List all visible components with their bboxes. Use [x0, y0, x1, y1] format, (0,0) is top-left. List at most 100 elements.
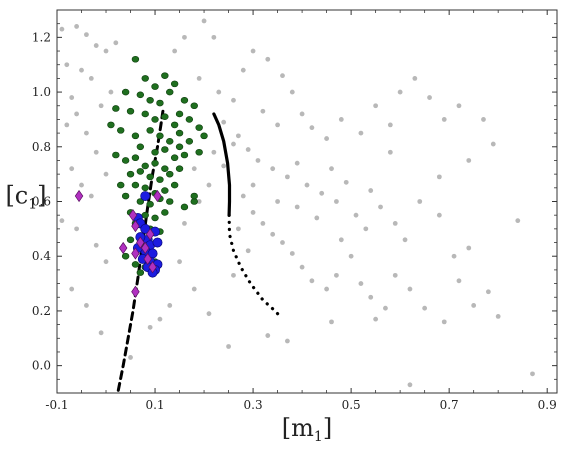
x-axis: -0.1 0.1 0.3 0.5 0.7 0.9	[45, 10, 557, 412]
green-point	[141, 110, 149, 118]
green-point	[161, 72, 169, 79]
y-tick-label: 1.0	[32, 85, 51, 99]
green-point	[166, 198, 174, 205]
green-point	[151, 159, 159, 167]
gray-point	[402, 237, 408, 243]
y-tick-label: 1.2	[32, 30, 51, 44]
gray-point	[275, 122, 280, 128]
gray-point	[216, 89, 222, 95]
y-tick-label: 0.8	[32, 140, 51, 154]
gray-point	[93, 149, 99, 155]
green-point	[175, 129, 184, 137]
gray-point	[108, 89, 114, 95]
gray-point	[299, 111, 305, 117]
green-point	[146, 200, 154, 208]
gray-point	[250, 182, 256, 188]
gray-point	[407, 286, 413, 292]
y-tick-label: 0.6	[32, 195, 51, 209]
green-point	[131, 181, 140, 189]
gray-point	[530, 371, 535, 377]
green-point	[126, 107, 135, 115]
gray-point	[88, 193, 94, 199]
gray-point	[147, 324, 153, 330]
green-point	[146, 96, 154, 104]
gray-point	[348, 253, 354, 259]
green-point	[141, 184, 149, 192]
gray-point	[471, 303, 477, 308]
green-point	[117, 181, 125, 189]
green-point	[126, 170, 135, 178]
green-point	[131, 261, 140, 268]
gray-point	[191, 166, 197, 172]
gray-point	[299, 264, 305, 270]
x-tick-label: 0.7	[440, 398, 459, 412]
y-axis: 0.0 0.2 0.4 0.6 0.8 1.0 1.2	[32, 23, 557, 394]
green-point	[146, 127, 154, 134]
gray-point	[240, 193, 246, 199]
gray-point	[113, 40, 119, 46]
gray-point	[338, 237, 344, 243]
green-point	[175, 165, 184, 172]
magenta-diamond-point	[141, 241, 150, 255]
gray-point	[103, 171, 109, 177]
gray-point	[93, 242, 99, 248]
green-point	[112, 105, 120, 112]
green-point	[136, 91, 145, 99]
gray-point	[319, 190, 325, 196]
gray-point	[343, 179, 349, 185]
green-point	[190, 198, 198, 205]
gray-point	[280, 240, 285, 245]
gray-point	[515, 218, 521, 224]
green-point	[117, 127, 125, 134]
gray-point	[427, 95, 432, 100]
gray-point	[441, 117, 447, 122]
gray-point	[387, 122, 393, 128]
x-tick-label: 0.5	[342, 398, 361, 412]
green-point	[170, 121, 179, 129]
gray-point	[387, 149, 393, 155]
green-point	[195, 148, 203, 156]
gray-point	[177, 259, 182, 265]
gray-point	[309, 278, 315, 284]
green-point	[166, 138, 174, 145]
gray-point	[265, 333, 271, 338]
gray-point	[275, 199, 280, 204]
gray-point	[74, 226, 80, 232]
gray-point	[368, 294, 374, 300]
green-point	[175, 110, 184, 118]
green-point	[180, 96, 189, 104]
gray-point	[412, 75, 418, 81]
gray-point	[235, 226, 241, 232]
gray-point	[289, 251, 295, 256]
gray-point	[201, 18, 207, 24]
gray-point	[436, 212, 442, 218]
magenta-diamond-point	[118, 241, 128, 255]
green-point	[131, 154, 140, 162]
x-tick-label: 0.1	[145, 398, 164, 412]
green-point	[126, 236, 135, 244]
gray-point	[338, 117, 344, 122]
gray-point	[466, 245, 472, 251]
green-point	[161, 209, 169, 216]
gray-point	[196, 199, 202, 204]
gray-point	[358, 130, 364, 136]
gray-point	[59, 26, 65, 32]
gray-point	[211, 34, 217, 40]
gray-point	[466, 158, 472, 163]
gray-point	[294, 204, 300, 210]
green-point	[136, 143, 145, 151]
green-point	[200, 132, 208, 140]
gray-point	[64, 62, 70, 68]
x-tick-label: -0.1	[45, 398, 68, 412]
gray-point	[245, 248, 251, 254]
green-point	[151, 83, 159, 90]
blue-point	[140, 191, 151, 201]
y-tick-label: 0.0	[32, 359, 51, 373]
gray-point	[59, 218, 65, 224]
gray-point	[231, 141, 236, 147]
gray-point	[378, 204, 383, 210]
gray-point	[98, 330, 104, 336]
y-axis-label: [c1]	[5, 182, 46, 213]
green-point	[156, 99, 164, 107]
